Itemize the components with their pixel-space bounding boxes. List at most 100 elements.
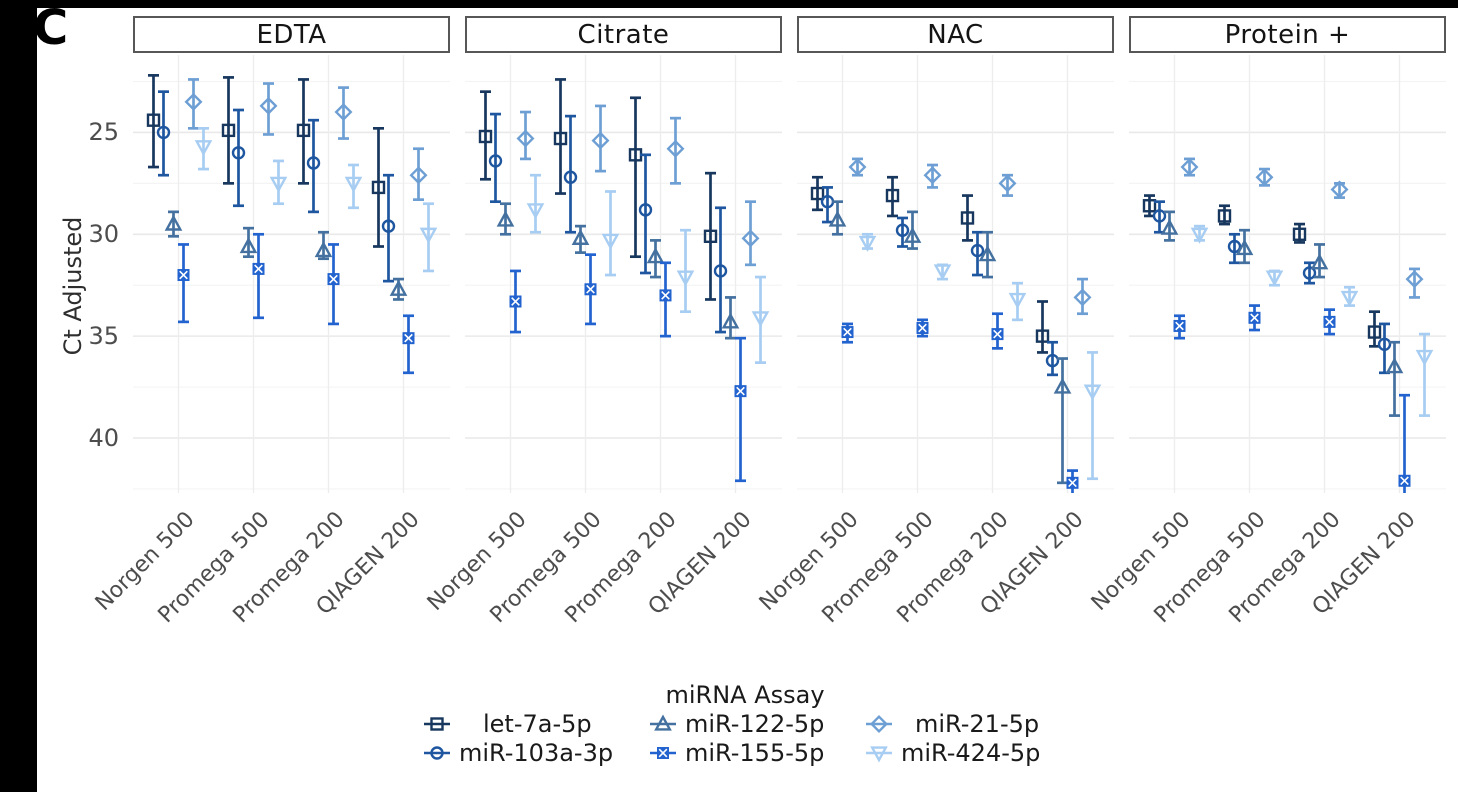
errorbar [490,112,501,204]
point-miR-103a-3p-Promega 500 [231,108,246,208]
series-miR-21-5p [1180,157,1424,299]
facet-plot-Protein + [1129,55,1446,493]
point-miR-122-5p-Promega 500 [1235,228,1254,265]
point-miR-103a-3p-QIAGEN 200 [713,206,728,334]
point-miR-21-5p-QIAGEN 200 [1405,267,1424,299]
point-let-7a-5p-Promega 500 [553,78,568,195]
errorbar [500,202,511,236]
point-miR-122-5p-QIAGEN 200 [1053,357,1072,485]
point-miR-21-5p-Promega 500 [259,82,278,136]
point-miR-424-5p-QIAGEN 200 [1415,332,1434,417]
point-miR-103a-3p-Promega 500 [563,114,578,234]
series-miR-122-5p [164,210,408,301]
errorbar [812,175,823,212]
point-miR-155-5p-Promega 500 [1248,304,1261,332]
point-miR-103a-3p-Promega 200 [1302,261,1317,285]
errorbar [413,147,424,201]
triangle-down-marker-icon [863,740,895,766]
facet-header-nac: NAC [797,16,1114,53]
series-let-7a-5p [478,78,718,301]
errorbar [1047,340,1058,377]
point-miR-103a-3p-Promega 500 [895,216,910,248]
series-let-7a-5p [810,175,1050,354]
facet-header-protein: Protein + [1129,16,1446,53]
series-miR-155-5p [841,312,1079,493]
point-let-7a-5p-QIAGEN 200 [1367,310,1382,348]
point-miR-155-5p-Promega 500 [252,232,265,320]
errorbar [705,171,716,301]
series-miR-122-5p [1160,210,1404,417]
errorbar [972,230,983,277]
y-tick-label: 30 [88,220,119,249]
point-miR-21-5p-QIAGEN 200 [741,200,760,267]
errorbar [832,200,843,236]
errorbar [480,90,491,181]
facet-plot-NAC [797,55,1114,493]
point-miR-122-5p-Norgen 500 [1160,210,1179,242]
point-miR-155-5p-Promega 200 [659,261,672,338]
figure-panel-label: C [33,0,69,56]
point-miR-103a-3p-Norgen 500 [1152,200,1167,234]
left-black-strip [0,0,37,792]
errorbar [725,296,736,340]
point-miR-21-5p-Promega 500 [923,163,942,189]
errorbar [188,78,199,130]
point-miR-424-5p-QIAGEN 200 [751,275,770,364]
point-let-7a-5p-QIAGEN 200 [371,126,386,248]
legend-item-miR-155-5p: miR-155-5p [647,739,855,767]
point-miR-424-5p-Promega 500 [269,159,288,206]
errorbar [595,104,606,173]
errorbar [308,118,319,214]
errorbar [630,96,641,259]
errorbar [1304,261,1315,285]
point-miR-155-5p-Promega 200 [991,312,1004,350]
errorbar [338,86,349,140]
errorbar [1314,243,1325,279]
y-tick-label: 25 [88,118,119,147]
errorbar [670,116,681,185]
series-miR-424-5p [1190,224,1434,417]
point-miR-424-5p-QIAGEN 200 [419,202,438,273]
errorbar [198,126,209,171]
errorbar [822,186,833,224]
legend-item-miR-122-5p: miR-122-5p [647,710,855,738]
point-miR-155-5p-Promega 200 [327,243,340,326]
errorbar [1057,357,1068,485]
errorbar [1389,340,1400,417]
point-miR-21-5p-Norgen 500 [1180,157,1199,177]
point-miR-122-5p-Promega 200 [314,230,333,261]
facet-plot-Citrate [465,55,782,493]
series-miR-21-5p [848,157,1092,316]
triangle-up-marker-icon [647,711,679,737]
point-miR-21-5p-QIAGEN 200 [409,147,428,201]
series-miR-103a-3p [488,112,728,334]
series-miR-122-5p [828,200,1072,485]
errorbar [348,163,359,210]
errorbar [1164,210,1175,242]
point-miR-103a-3p-Norgen 500 [156,90,171,177]
errorbar [1077,277,1088,316]
errorbar [755,275,766,364]
point-miR-103a-3p-Promega 200 [970,230,985,277]
y-tick-label: 35 [88,322,119,351]
point-miR-21-5p-Promega 200 [334,86,353,140]
point-miR-103a-3p-Promega 500 [1227,232,1242,265]
point-let-7a-5p-Promega 200 [296,78,311,185]
series-let-7a-5p [1142,194,1382,348]
point-miR-155-5p-QIAGEN 200 [1066,469,1079,493]
point-miR-122-5p-Norgen 500 [828,200,847,236]
point-let-7a-5p-Norgen 500 [810,175,825,212]
legend: miRNA Assay let-7a-5p miR-122-5p miR-21-… [395,681,1095,767]
legend-item-let-7a-5p: let-7a-5p [421,710,639,738]
errorbar [158,90,169,177]
series-miR-122-5p [496,202,740,340]
point-let-7a-5p-Promega 200 [1292,222,1307,244]
series-miR-424-5p [194,126,438,273]
series-miR-424-5p [858,232,1102,481]
errorbar [1012,281,1023,322]
point-miR-21-5p-QIAGEN 200 [1073,277,1092,316]
point-miR-122-5p-Norgen 500 [164,210,183,238]
point-miR-155-5p-QIAGEN 200 [402,314,415,375]
point-miR-21-5p-Promega 200 [1330,180,1349,199]
point-let-7a-5p-Norgen 500 [146,74,161,169]
